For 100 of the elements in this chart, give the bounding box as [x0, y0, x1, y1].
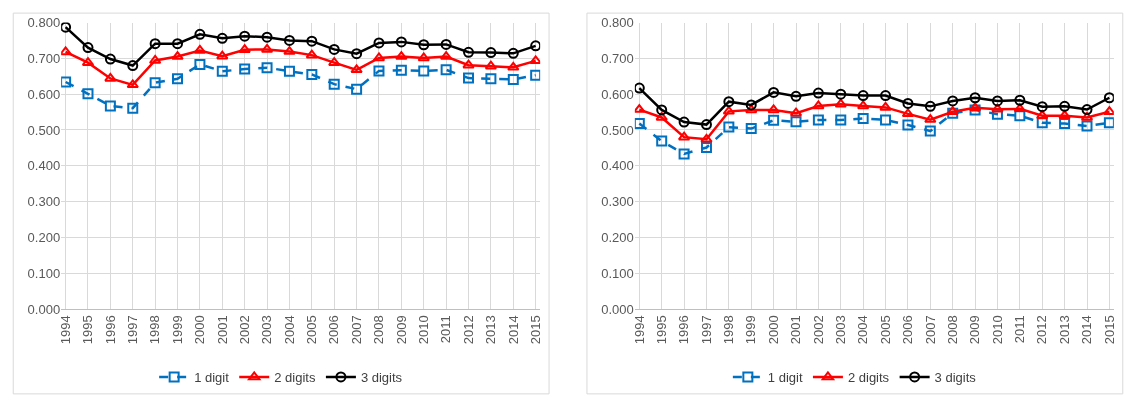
point [947, 95, 959, 107]
x-tick-label: 2005 [877, 315, 893, 345]
point [283, 34, 295, 46]
point [723, 121, 735, 133]
legend-label: 3 digits [360, 370, 403, 386]
x-tick-label: 1996 [676, 315, 692, 345]
point [722, 105, 736, 115]
point [969, 92, 981, 104]
x-tick-label: 2013 [1056, 315, 1072, 345]
point [306, 68, 318, 80]
point [372, 52, 386, 62]
point [857, 113, 869, 125]
point [947, 107, 959, 119]
x-tick-label: 2008 [944, 315, 960, 345]
point [395, 64, 407, 76]
point [417, 52, 430, 62]
x-tick-label: 2009 [967, 315, 983, 345]
point [678, 148, 690, 160]
x-tick-label: 2009 [393, 315, 409, 345]
point [812, 114, 824, 126]
point [305, 49, 319, 59]
x-tick-label: 2002 [236, 315, 252, 345]
y-tick-label: 0.500 [601, 122, 634, 138]
point [530, 69, 541, 81]
x-tick-label: 2013 [483, 315, 499, 345]
x-tick-label: 1998 [147, 315, 163, 345]
point [193, 44, 207, 54]
point [768, 86, 780, 98]
point [857, 90, 869, 102]
point [507, 73, 519, 85]
point [61, 76, 72, 88]
point [835, 88, 847, 100]
point [634, 82, 645, 94]
point [484, 60, 498, 70]
point [879, 101, 892, 111]
point [328, 43, 340, 55]
y-tick-label: 0.400 [27, 158, 61, 174]
point [261, 62, 273, 74]
point [655, 111, 668, 121]
point [418, 39, 430, 51]
point [216, 32, 228, 44]
point [880, 90, 892, 102]
y-tick-label: 0.600 [601, 86, 634, 102]
point [902, 119, 914, 131]
point [462, 59, 475, 69]
x-tick-label: 2007 [348, 315, 364, 345]
point [723, 96, 735, 108]
x-tick-label: 1995 [80, 315, 96, 345]
x-tick-label: 2005 [304, 315, 320, 345]
point [238, 44, 251, 54]
point [440, 38, 452, 50]
y-tick-label: 0.600 [27, 86, 61, 102]
point [1081, 104, 1093, 116]
point [127, 102, 139, 114]
point [261, 31, 273, 43]
x-tick-label: 2015 [527, 315, 543, 345]
point [1014, 94, 1026, 106]
point [463, 72, 475, 84]
point [104, 53, 116, 65]
point [239, 30, 251, 42]
x-tick-label: 2011 [1012, 315, 1028, 344]
x-tick-label: 1994 [631, 315, 647, 345]
x-tick-label: 2012 [1034, 315, 1050, 345]
y-tick-label: 0.200 [601, 229, 634, 245]
point [194, 58, 206, 70]
legend-label: 2 digits [274, 370, 316, 386]
point [678, 116, 690, 128]
point [82, 88, 94, 100]
point [440, 64, 452, 76]
point [1014, 110, 1026, 122]
point [790, 90, 802, 102]
y-tick-label: 0.800 [601, 15, 634, 31]
point [216, 50, 229, 60]
point [149, 77, 161, 89]
point [969, 104, 981, 116]
y-tick-label: 0.400 [601, 158, 634, 174]
x-tick-label: 2014 [1079, 315, 1095, 345]
point [485, 73, 497, 85]
point [260, 43, 274, 53]
point [1059, 100, 1071, 112]
point [677, 131, 691, 141]
point [104, 100, 116, 112]
point [1013, 103, 1027, 113]
x-tick-label: 2008 [371, 315, 387, 345]
point [127, 60, 139, 72]
x-tick-label: 2006 [326, 315, 342, 345]
point [172, 73, 184, 85]
point [834, 98, 847, 108]
point [991, 103, 1004, 113]
point [1103, 106, 1114, 115]
point [968, 102, 982, 112]
x-tick-label: 1995 [653, 315, 669, 345]
y-tick-label: 0.300 [601, 194, 634, 210]
point [812, 87, 824, 99]
y-tick-label: 0.300 [27, 194, 61, 210]
point [239, 63, 251, 75]
point [991, 95, 1003, 107]
point [812, 100, 825, 110]
y-tick-label: 0.800 [27, 15, 61, 31]
legend-label: 2 digits [847, 370, 890, 386]
